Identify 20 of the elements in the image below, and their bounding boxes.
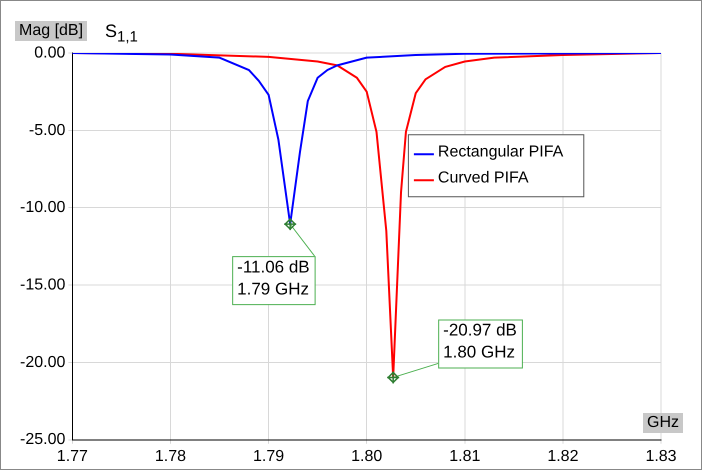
annotation: -20.97 dB 1.80 GHz [443, 320, 517, 362]
x-tick-label: 1.83 [645, 448, 677, 465]
y-tick-label: -20.00 [20, 354, 66, 371]
x-tick-label: 1.79 [253, 448, 284, 465]
y-tick-label: -15.00 [20, 276, 66, 294]
y-tick-label: -5.00 [28, 122, 66, 139]
x-tick-label: 1.81 [449, 448, 480, 465]
x-tick-label: 1.77 [56, 448, 88, 465]
chart-title: S$_{1,1}$ [105, 21, 138, 46]
x-tick-label: 1.80 [351, 448, 382, 465]
legend-label: Rectangular PIFA [438, 144, 564, 161]
x-axis-title: GHz [643, 413, 683, 433]
annotation: -11.06 dB 1.79 GHz [237, 257, 310, 298]
y-axis-title: Mag [dB] [15, 21, 88, 41]
x-tick-label: 1.78 [154, 448, 186, 465]
y-tick-label: -25.00 [20, 431, 66, 448]
y-tick-label: -10.00 [20, 199, 66, 216]
x-tick-label: 1.82 [547, 448, 579, 465]
y-tick-label: 0.00 [34, 44, 66, 62]
legend-label: Curved PIFA [438, 170, 529, 187]
